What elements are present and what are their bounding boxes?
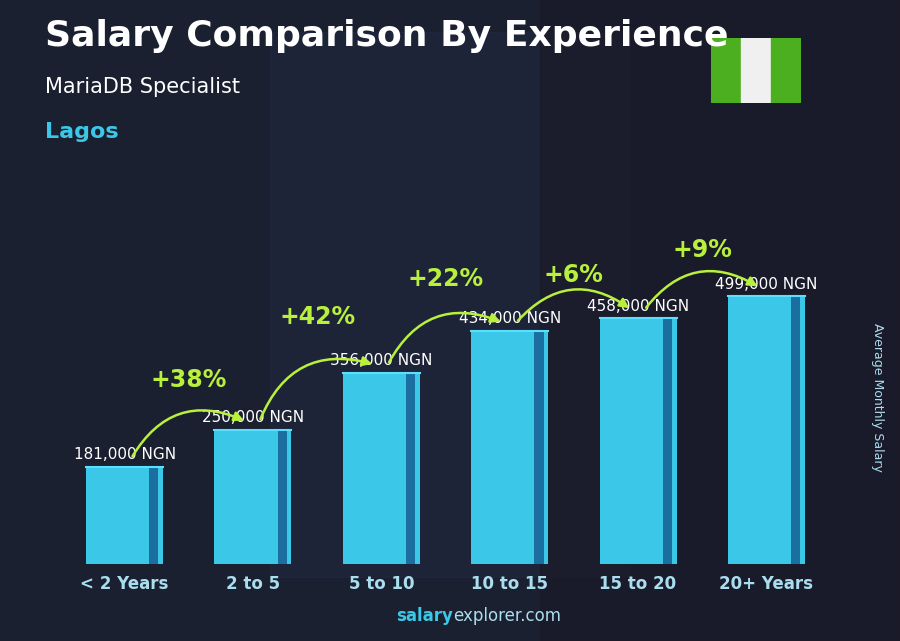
Bar <box>86 467 163 564</box>
Text: salary: salary <box>396 607 453 625</box>
Bar <box>406 372 415 564</box>
Text: +6%: +6% <box>544 263 604 287</box>
Bar <box>711 38 741 103</box>
Bar <box>270 32 630 577</box>
Bar <box>540 0 900 641</box>
Bar <box>728 296 805 564</box>
Text: Salary Comparison By Experience: Salary Comparison By Experience <box>45 19 728 53</box>
Bar <box>149 467 158 564</box>
Text: 458,000 NGN: 458,000 NGN <box>587 299 689 313</box>
Text: 356,000 NGN: 356,000 NGN <box>330 353 433 369</box>
Text: +38%: +38% <box>150 368 227 392</box>
Bar <box>472 331 548 564</box>
Bar <box>771 38 801 103</box>
Bar <box>599 318 677 564</box>
Bar <box>277 429 287 564</box>
Text: 181,000 NGN: 181,000 NGN <box>74 447 176 462</box>
Bar <box>741 38 771 103</box>
Text: +42%: +42% <box>279 304 356 329</box>
Text: Lagos: Lagos <box>45 122 119 142</box>
FancyArrowPatch shape <box>132 410 241 456</box>
Bar <box>662 318 672 564</box>
Text: explorer.com: explorer.com <box>453 607 561 625</box>
Text: MariaDB Specialist: MariaDB Specialist <box>45 77 240 97</box>
FancyArrowPatch shape <box>389 313 498 362</box>
Bar <box>791 296 800 564</box>
Text: 434,000 NGN: 434,000 NGN <box>459 312 561 326</box>
Text: +22%: +22% <box>408 267 483 291</box>
Bar <box>535 331 544 564</box>
Text: +9%: +9% <box>672 238 733 262</box>
FancyArrowPatch shape <box>260 358 370 419</box>
Text: 499,000 NGN: 499,000 NGN <box>716 276 817 292</box>
Bar <box>214 429 292 564</box>
FancyArrowPatch shape <box>646 271 755 308</box>
FancyArrowPatch shape <box>518 289 627 320</box>
Text: 250,000 NGN: 250,000 NGN <box>202 410 304 426</box>
Bar <box>343 372 419 564</box>
Text: Average Monthly Salary: Average Monthly Salary <box>871 323 884 472</box>
